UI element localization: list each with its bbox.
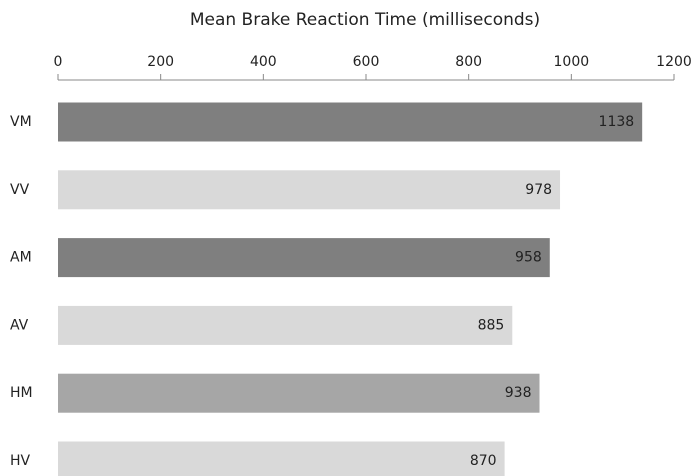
x-tick-label: 1200 <box>656 54 692 70</box>
y-tick-label: AM <box>10 250 32 266</box>
y-tick-label: HM <box>10 385 33 401</box>
value-label: 978 <box>525 182 552 198</box>
y-tick-label: HV <box>10 453 31 469</box>
value-label: 938 <box>505 385 532 401</box>
x-tick-label: 1000 <box>554 54 590 70</box>
x-tick-label: 400 <box>250 54 277 70</box>
bar <box>58 305 513 345</box>
y-tick-label: VV <box>10 182 30 198</box>
value-label: 958 <box>515 250 542 266</box>
x-tick-label: 0 <box>54 54 63 70</box>
y-tick-label: AV <box>10 317 29 333</box>
chart-title: Mean Brake Reaction Time (milliseconds) <box>190 10 540 30</box>
value-label: 870 <box>470 453 497 469</box>
value-label: 885 <box>478 317 505 333</box>
bar <box>58 102 643 142</box>
x-tick-label: 200 <box>147 54 174 70</box>
x-tick-label: 600 <box>353 54 380 70</box>
x-tick-label: 800 <box>455 54 482 70</box>
y-tick-label: VM <box>10 114 32 130</box>
bar <box>58 170 561 210</box>
bar <box>58 238 550 278</box>
bar <box>58 373 540 413</box>
bar <box>58 441 505 476</box>
value-label: 1138 <box>599 114 635 130</box>
